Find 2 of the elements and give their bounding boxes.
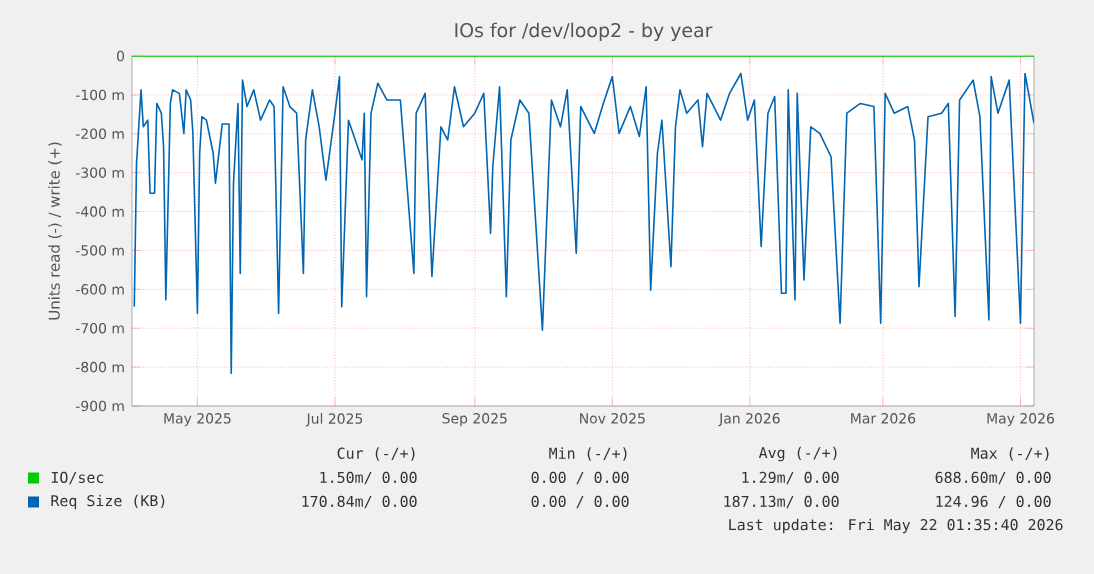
line-series xyxy=(133,72,1035,375)
chart-title: IOs for /dev/loop2 - by year xyxy=(455,22,713,42)
